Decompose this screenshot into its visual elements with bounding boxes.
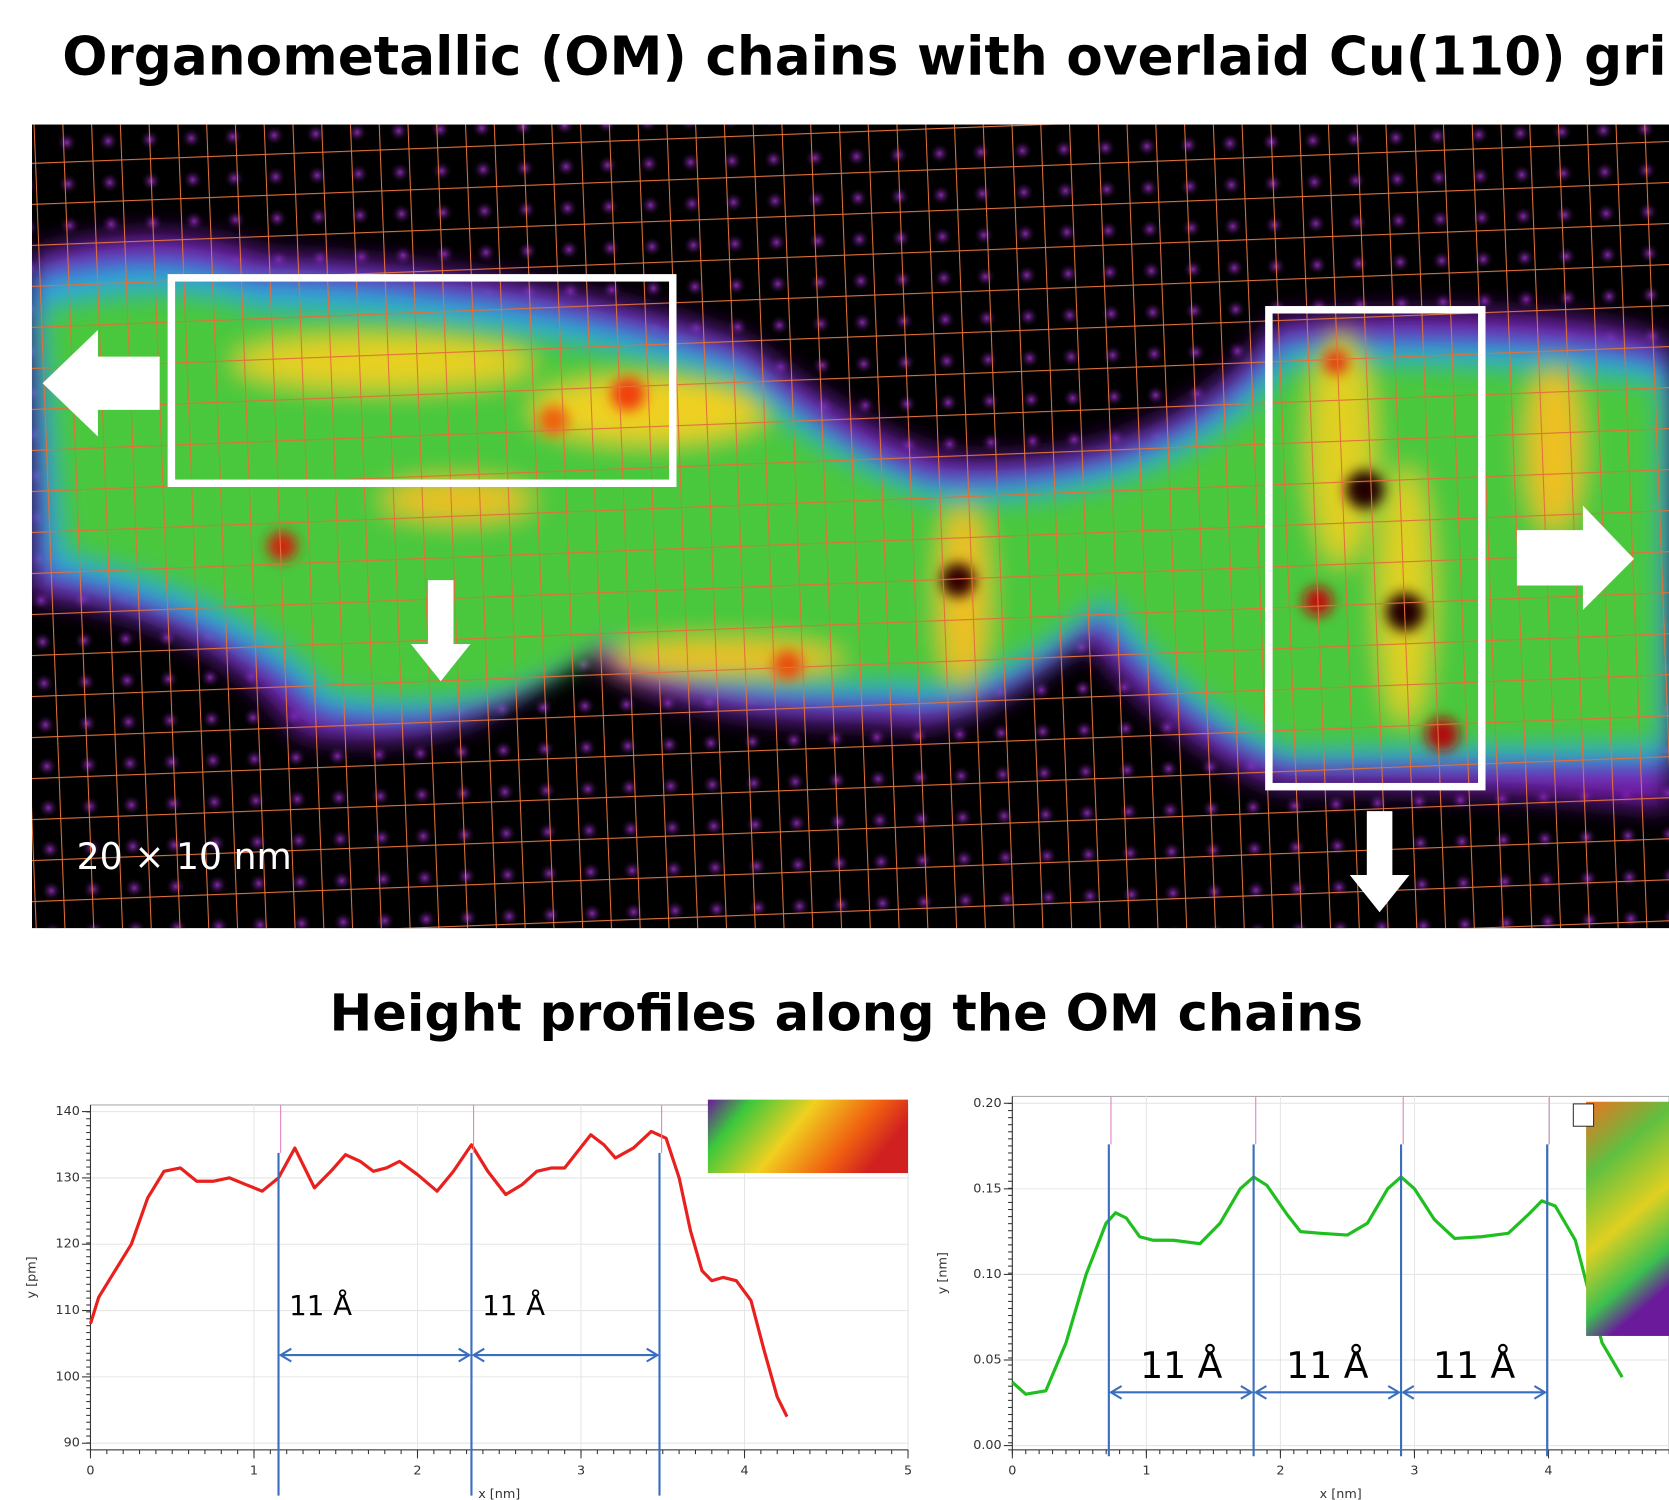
y-tick-label: 120 — [55, 1237, 79, 1252]
figure: Organometallic (OM) chains with overlaid… — [0, 0, 1669, 1500]
y-tick-label: 0.15 — [973, 1181, 1001, 1196]
y-tick-label: 140 — [55, 1104, 79, 1119]
inset-legend-box — [1573, 1104, 1593, 1126]
cu-grid — [32, 125, 1669, 929]
x-tick-label: 3 — [577, 1464, 585, 1479]
x-tick-label: 2 — [413, 1464, 421, 1479]
inset-image — [1573, 1102, 1669, 1336]
inset-thumbnail — [708, 1100, 908, 1173]
annotation: 11 Å — [1433, 1344, 1516, 1387]
annotation: 11 Å — [482, 1288, 545, 1322]
x-tick-label: 1 — [1142, 1464, 1150, 1479]
y-tick-label: 0.00 — [973, 1438, 1001, 1453]
y-tick-label: 100 — [55, 1369, 79, 1384]
y-axis-label: y [pm] — [24, 1256, 39, 1298]
y-tick-label: 0.10 — [973, 1267, 1001, 1282]
x-tick-label: 4 — [740, 1464, 748, 1479]
inset-thumbnail — [1586, 1102, 1669, 1336]
figure-title: Organometallic (OM) chains with overlaid… — [62, 25, 1669, 87]
stm-image: 20 × 10 nm — [32, 125, 1669, 929]
x-axis-label: x [nm] — [1320, 1487, 1362, 1500]
x-axis-label: x [nm] — [478, 1487, 520, 1500]
annotation: 11 Å — [289, 1288, 352, 1322]
x-tick-label: 2 — [1276, 1464, 1284, 1479]
plot-area — [1012, 1096, 1669, 1449]
section-title: Height profiles along the OM chains — [330, 985, 1363, 1044]
y-tick-label: 0.20 — [973, 1096, 1001, 1111]
x-tick-label: 4 — [1544, 1464, 1552, 1479]
x-tick-label: 0 — [1008, 1464, 1016, 1479]
x-tick-label: 0 — [86, 1464, 94, 1479]
x-tick-label: 5 — [904, 1464, 912, 1479]
line-chart: 0 1 2 3 4 0.00 0.05 0.10 0.15 0.20 x [nm] y [nm] 11 … — [936, 1096, 1669, 1500]
y-axis-label: y [nm] — [936, 1252, 951, 1294]
y-tick-label: 130 — [55, 1170, 79, 1185]
inset-image — [708, 1100, 908, 1173]
annotation: 11 Å — [1140, 1344, 1223, 1387]
y-tick-label: 90 — [64, 1436, 80, 1451]
y-tick-label: 110 — [55, 1303, 79, 1318]
figure-content: Organometallic (OM) chains with overlaid… — [24, 25, 1669, 1500]
scale-label: 20 × 10 nm — [77, 835, 292, 878]
x-tick-label: 3 — [1410, 1464, 1418, 1479]
x-tick-label: 1 — [250, 1464, 258, 1479]
annotation: 11 Å — [1286, 1344, 1369, 1387]
y-tick-label: 0.05 — [973, 1352, 1001, 1367]
